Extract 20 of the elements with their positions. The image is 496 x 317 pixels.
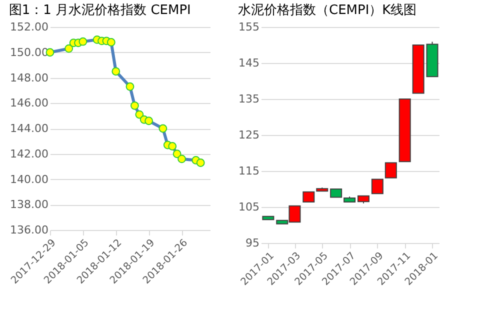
y-tick-label: 138.00 [10,198,48,212]
y-tick-label: 140.00 [10,172,48,186]
candlestick [371,178,384,194]
candlestick [302,191,315,202]
y-tick-label: 136.00 [10,224,48,236]
y-tick-label: 125 [238,128,260,142]
y-tick-label: 142.00 [10,147,48,160]
y-tick-label: 148.00 [10,71,48,84]
y-tick-label: 135 [238,92,260,106]
chart-title: 图1：1 月水泥价格指数 CEMPI [8,3,191,18]
y-tick-label: 145 [238,56,260,70]
y-tick-label: 115 [238,164,260,178]
chart-title: 水泥价格指数（CEMPI）K线图 [238,3,417,18]
candlestick [384,162,397,178]
y-tick-label: 155 [238,20,260,34]
y-tick-label: 144.00 [10,122,48,135]
y-tick-label: 95 [246,236,260,250]
y-tick-label: 105 [238,200,260,214]
y-tick-label: 146.00 [10,96,48,110]
y-tick-label: 152.00 [10,20,48,34]
